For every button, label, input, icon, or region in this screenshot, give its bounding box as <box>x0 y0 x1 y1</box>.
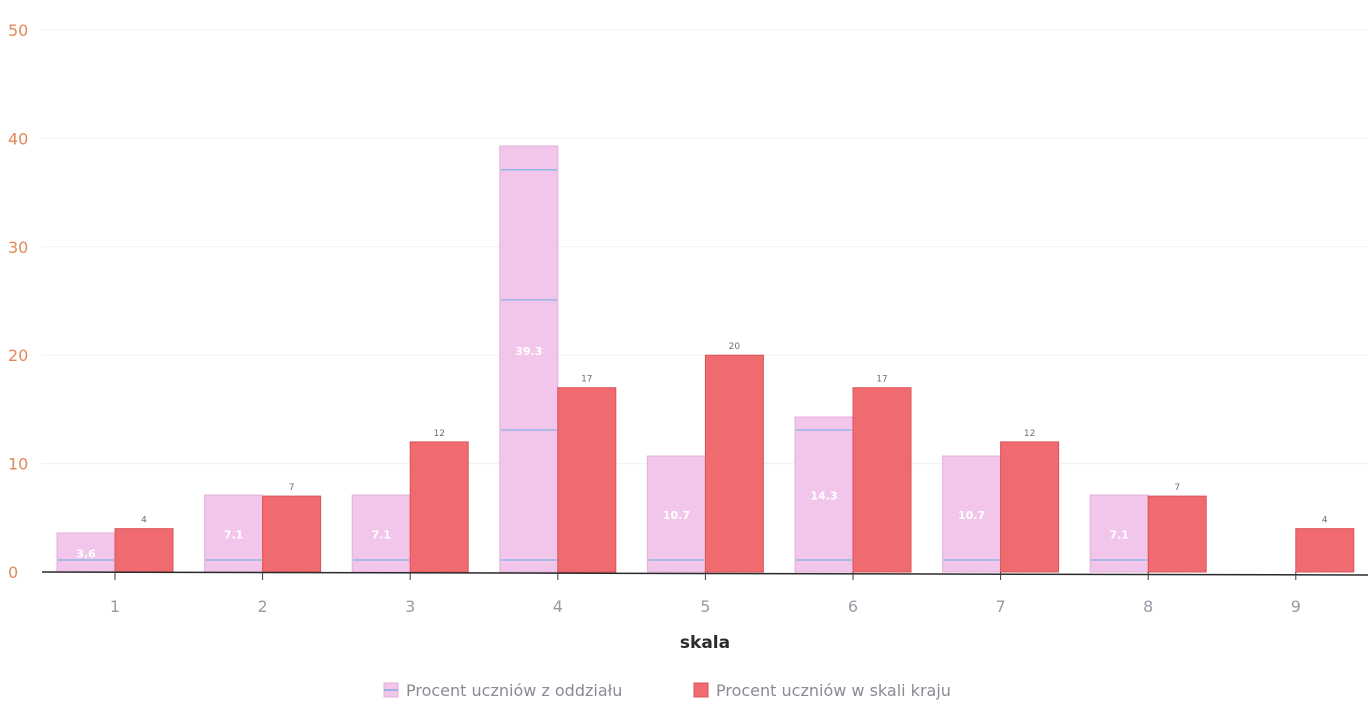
x-axis-ticks: 1 2 3 4 5 6 7 8 9 <box>110 572 1301 616</box>
legend-label-country: Procent uczniów w skali kraju <box>716 681 951 700</box>
bars <box>56 145 1355 573</box>
data-label-country-1: 4 <box>141 516 147 526</box>
data-label-school-6: 14.3 <box>810 489 837 502</box>
data-label-country-7: 12 <box>1024 429 1035 439</box>
legend-swatch-country <box>693 682 709 698</box>
bar-country-8 <box>1147 495 1207 573</box>
y-tick-label: 50 <box>8 21 28 40</box>
data-label-school-7: 10.7 <box>958 509 985 522</box>
legend-label-school: Procent uczniów z oddziału <box>406 681 622 700</box>
x-tick-label-1: 1 <box>110 597 120 616</box>
data-label-school-1: 3.6 <box>76 547 96 560</box>
data-label-country-4: 17 <box>581 375 592 385</box>
data-label-school-8: 7.1 <box>1109 529 1129 542</box>
data-label-country-9: 4 <box>1322 516 1328 526</box>
data-label-school-4: 39.3 <box>515 345 542 358</box>
data-label-country-3: 12 <box>433 429 444 439</box>
x-tick-label-2: 2 <box>258 597 268 616</box>
x-tick-label-8: 8 <box>1143 597 1153 616</box>
data-label-school-5: 10.7 <box>663 509 690 522</box>
grid-lines <box>42 29 1368 465</box>
bar-school-7 <box>942 455 1002 573</box>
bar-school-8 <box>1089 494 1149 573</box>
data-label-country-6: 17 <box>876 375 887 385</box>
bar-school-1 <box>56 532 116 573</box>
x-tick-label-9: 9 <box>1291 597 1301 616</box>
legend[interactable]: Procent uczniów z oddziału Procent uczni… <box>383 681 951 700</box>
x-axis-label: skala <box>680 633 730 653</box>
y-tick-label: 0 <box>8 563 18 582</box>
legend-item-country[interactable]: Procent uczniów w skali kraju <box>693 681 951 700</box>
bar-country-7 <box>1000 441 1060 573</box>
bar-country-1 <box>114 528 174 573</box>
bar-country-3 <box>409 441 469 573</box>
data-label-country-8: 7 <box>1174 483 1180 493</box>
x-tick-label-7: 7 <box>996 597 1006 616</box>
y-tick-label: 40 <box>8 129 28 148</box>
bar-country-6 <box>852 387 912 573</box>
y-tick-label: 10 <box>8 455 28 474</box>
y-tick-label: 30 <box>8 238 28 257</box>
x-tick-label-3: 3 <box>405 597 415 616</box>
data-label-school-2: 7.1 <box>224 529 244 542</box>
y-tick-label: 20 <box>8 346 28 365</box>
x-tick-label-6: 6 <box>848 597 858 616</box>
data-label-country-2: 7 <box>289 483 295 493</box>
data-label-school-3: 7.1 <box>371 529 391 542</box>
bar-country-4 <box>557 387 617 573</box>
x-tick-label-4: 4 <box>553 597 563 616</box>
x-tick-label-5: 5 <box>700 597 710 616</box>
bar-school-6 <box>794 416 854 573</box>
bar-country-5 <box>704 354 764 573</box>
bar-school-4 <box>499 145 559 573</box>
data-label-country-5: 20 <box>729 342 741 352</box>
data-labels: 3.6 4 7.1 7 7.1 12 39.3 17 10.7 20 14.3 17 10.7 12 7.1… <box>76 342 1328 560</box>
y-axis-ticks: 0 10 20 30 40 50 <box>8 21 28 582</box>
legend-item-school[interactable]: Procent uczniów z oddziału <box>383 681 622 700</box>
bar-school-5 <box>646 455 706 573</box>
bar-school-3 <box>351 494 411 573</box>
bar-country-9 <box>1295 528 1355 573</box>
bar-country-2 <box>262 495 322 573</box>
